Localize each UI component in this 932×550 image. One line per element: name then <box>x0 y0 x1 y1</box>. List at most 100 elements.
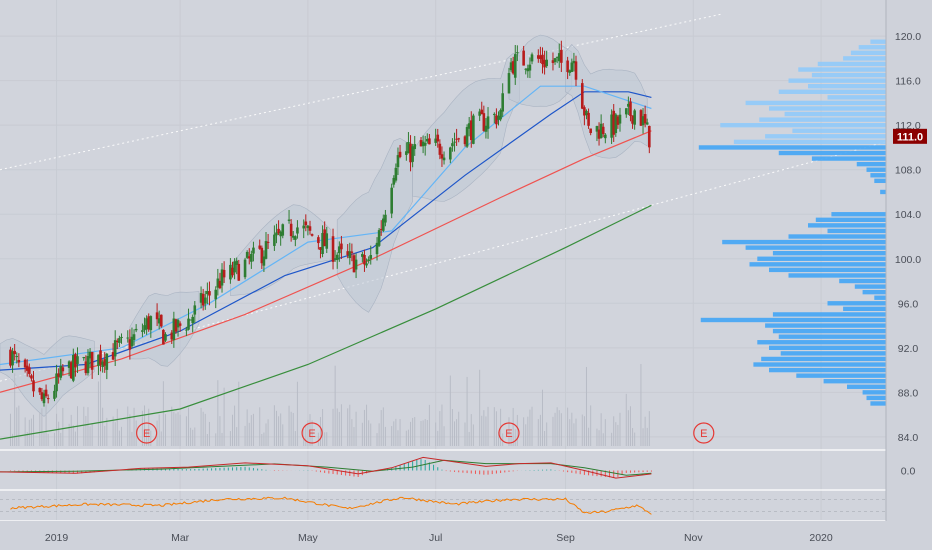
volume-bar <box>282 424 284 446</box>
volume-bar <box>322 408 324 446</box>
candle-body <box>53 390 56 399</box>
volume-bar <box>424 419 426 446</box>
volume-bars <box>9 364 650 446</box>
candle-body <box>352 255 356 273</box>
candle-body <box>614 114 618 134</box>
volume-bar <box>556 407 558 446</box>
volume-bar <box>250 415 252 446</box>
volume-bar <box>234 405 236 446</box>
macd-signal-line <box>0 459 652 476</box>
volume-bar <box>554 412 556 446</box>
volume-bar <box>640 364 642 446</box>
volume-bar <box>384 426 386 446</box>
volume-profile-row <box>815 217 886 222</box>
volume-profile-row <box>757 340 886 345</box>
candle-body <box>130 336 134 347</box>
candle-body <box>103 359 107 366</box>
volume-bar <box>510 433 512 446</box>
price-axis-tick-label: 100.0 <box>895 254 921 266</box>
volume-bar <box>487 406 489 446</box>
volume-bar <box>133 407 135 446</box>
volume-bar <box>353 427 355 446</box>
candle-body <box>145 318 148 330</box>
volume-profile-row <box>722 239 886 245</box>
earnings-marker-label: E <box>700 428 707 440</box>
volume-bar <box>177 412 179 446</box>
volume-bar <box>273 405 275 446</box>
volume-bar <box>428 404 430 446</box>
candle-body <box>170 332 174 340</box>
candle-body <box>639 110 643 126</box>
volume-bar <box>102 407 104 446</box>
volume-bar <box>596 428 598 446</box>
volume-bar <box>144 405 146 446</box>
candle-body <box>511 61 515 74</box>
candle-body <box>55 373 58 392</box>
candle-body <box>595 126 599 132</box>
candle-body <box>643 114 647 124</box>
volume-bar <box>648 411 650 446</box>
volume-bar <box>229 431 231 446</box>
volume-bar <box>171 406 173 446</box>
volume-bar <box>590 405 592 446</box>
volume-bar <box>541 389 543 446</box>
volume-bar <box>583 416 585 446</box>
volume-bar <box>368 420 370 446</box>
volume-bar <box>324 432 326 446</box>
volume-bar <box>627 410 629 446</box>
rsi-line <box>10 496 652 515</box>
volume-profile-row <box>827 228 886 234</box>
earnings-marker <box>301 422 323 444</box>
candle-body <box>627 103 630 107</box>
candle-body <box>398 151 402 158</box>
volume-bar <box>370 423 372 446</box>
volume-bar <box>336 408 338 446</box>
candle-body <box>379 228 383 230</box>
volume-bar <box>164 414 166 446</box>
candle-body <box>199 293 203 303</box>
candle-body <box>143 325 146 331</box>
candle-body <box>480 109 484 115</box>
volume-bar <box>617 424 619 446</box>
volume-bar <box>405 430 407 446</box>
volume-bar <box>45 404 47 446</box>
candle-body <box>574 61 578 80</box>
volume-profile-row <box>788 273 886 278</box>
volume-bar <box>514 429 516 446</box>
volume-bar <box>112 416 114 446</box>
volume-bar <box>129 414 131 446</box>
candle-body <box>222 269 226 278</box>
price-axis-tick-label: 104.0 <box>895 209 921 221</box>
candle-body <box>90 351 94 370</box>
candle-body <box>201 293 205 306</box>
volume-profile-row <box>858 45 886 50</box>
volume-profile-row <box>870 173 886 178</box>
volume-bar <box>267 419 269 446</box>
volume-bar <box>560 413 562 446</box>
volume-bar <box>573 423 575 446</box>
candle-body <box>560 49 563 63</box>
volume-profile-row <box>839 278 886 284</box>
volume-bar <box>340 404 342 446</box>
candle-body <box>9 349 12 366</box>
time-axis[interactable]: 2019 Mar May Jul Sep Nov 2020 <box>0 521 932 550</box>
candle-body <box>522 50 525 66</box>
volume-profile-row <box>854 284 886 289</box>
candle-body <box>46 398 50 400</box>
candle-body <box>555 56 559 58</box>
volume-bar <box>481 415 483 446</box>
volume-bar <box>516 414 518 446</box>
volume-bar <box>41 408 43 446</box>
volume-bar <box>451 409 453 446</box>
volume-profile-row <box>780 351 886 356</box>
candle-body <box>128 339 132 350</box>
price-axis[interactable]: 84.088.092.096.0100.0104.0108.0112.0116.… <box>885 0 932 521</box>
candle-body <box>354 259 358 270</box>
candle-body <box>76 356 79 364</box>
volume-bar <box>319 417 321 446</box>
volume-profile-row <box>784 111 886 117</box>
volume-bar <box>175 413 177 446</box>
candle-body <box>442 157 446 161</box>
